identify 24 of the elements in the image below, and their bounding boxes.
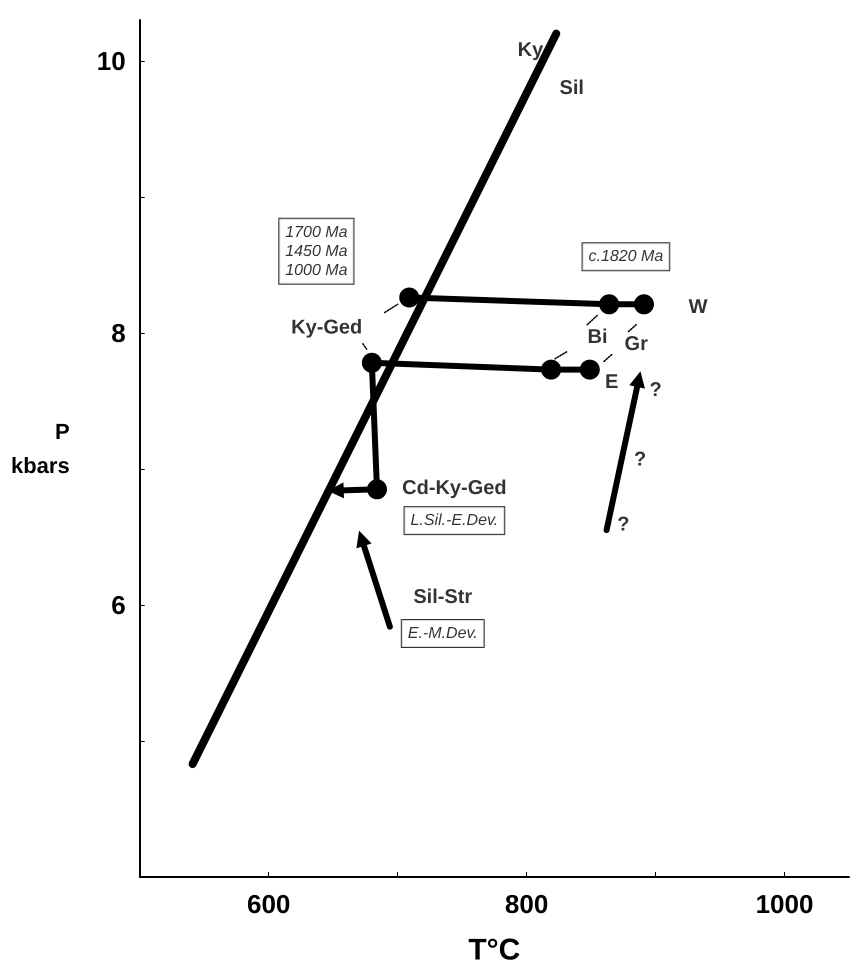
x-tick-label: 800 bbox=[504, 889, 548, 919]
annotation: Bi bbox=[588, 326, 608, 348]
annotation: L.Sil.-E.Dev. bbox=[410, 512, 498, 530]
annotation: ? bbox=[649, 379, 662, 402]
annotation: Gr bbox=[624, 332, 648, 355]
y-axis-title: P kbars bbox=[10, 419, 70, 478]
x-tick-label: 600 bbox=[246, 889, 290, 919]
annotation: ? bbox=[617, 514, 630, 536]
annotation: Sil-Str bbox=[413, 586, 472, 608]
annotation: W bbox=[688, 296, 708, 318]
annotation: Ky bbox=[518, 38, 544, 61]
x-axis-title: T°C bbox=[468, 934, 520, 966]
annotation: Sil bbox=[560, 77, 584, 100]
y-tick-label: 8 bbox=[111, 318, 126, 348]
x-tick-label: 1000 bbox=[756, 889, 814, 919]
annotation: Ky-Ged bbox=[291, 316, 362, 338]
annotation: E bbox=[605, 370, 618, 393]
annotation: ? bbox=[634, 448, 646, 470]
annotation: 1700 Ma 1450 Ma 1000 Ma bbox=[285, 224, 348, 279]
y-tick-label: 10 bbox=[96, 46, 126, 76]
y-tick-label: 6 bbox=[111, 590, 126, 620]
annotation: c.1820 Ma bbox=[588, 248, 664, 266]
annotation: Cd-Ky-Ged bbox=[402, 476, 507, 499]
annotation: E.-M.Dev. bbox=[408, 625, 478, 642]
